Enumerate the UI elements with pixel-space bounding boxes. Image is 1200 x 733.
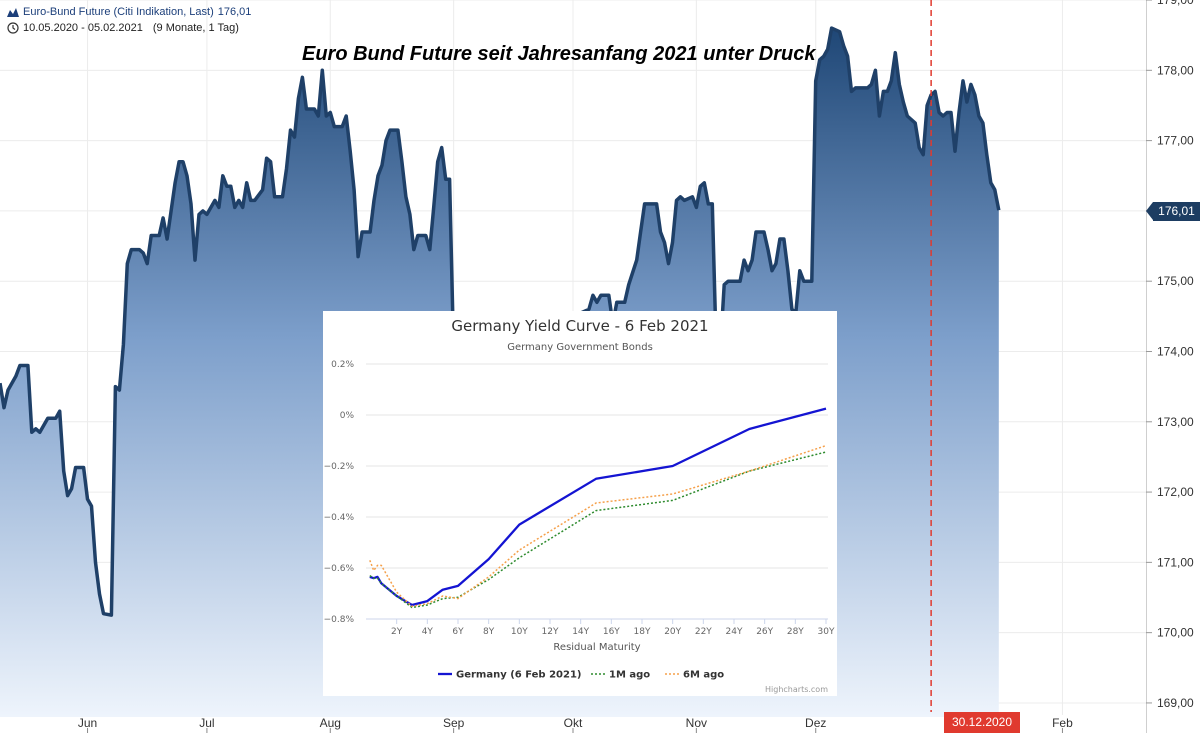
y-axis: 169,00 170,00 171,00 172,00 173,00 174,00 175,… — [1146, 0, 1194, 710]
chart-title: Euro Bund Future seit Jahresanfang 2021 … — [302, 43, 816, 65]
period-duration: (9 Monate, 1 Tag) — [152, 22, 239, 34]
instrument-last-value: 176,01 — [217, 6, 252, 18]
y-tick-label: 170,00 — [1157, 626, 1194, 640]
x-tick-label: Sep — [443, 716, 465, 730]
y-tick-label: 169,00 — [1157, 696, 1194, 710]
inset-x-tick-label: 22Y — [695, 627, 712, 637]
x-tick-label: Feb — [1052, 716, 1073, 730]
inset-x-tick-label: 4Y — [422, 627, 434, 637]
x-tick-label: Okt — [564, 716, 583, 730]
inset-x-tick-label: 26Y — [756, 627, 773, 637]
inset-y-tick-label: −0.4% — [324, 513, 355, 523]
mountain-chart-icon — [7, 7, 19, 17]
inset-y-axis: 0.2% 0% −0.2% −0.4% −0.6% −0.8% — [324, 360, 355, 625]
y-tick-label: 173,00 — [1157, 415, 1194, 429]
inset-legend-label[interactable]: Germany (6 Feb 2021) — [456, 670, 581, 681]
clock-icon — [7, 22, 19, 34]
instrument-name: Euro-Bund Future (Citi Indikation, Last) — [23, 6, 214, 18]
x-tick-label: Aug — [320, 716, 341, 730]
inset-y-tick-label: −0.6% — [324, 564, 355, 574]
instrument-header: Euro-Bund Future (Citi Indikation, Last)… — [7, 6, 251, 18]
y-tick-label: 179,00 — [1157, 0, 1194, 7]
inset-title: Germany Yield Curve - 6 Feb 2021 — [451, 317, 708, 335]
yield-series-line — [369, 407, 827, 607]
inset-grid — [366, 363, 828, 620]
y-tick-label: 175,00 — [1157, 274, 1194, 288]
inset-y-tick-label: 0.2% — [331, 360, 354, 370]
inset-x-tick-label: 18Y — [634, 627, 651, 637]
x-tick-label: Nov — [686, 716, 707, 730]
inset-y-tick-label: −0.2% — [324, 462, 355, 472]
inset-x-tick-label: 6Y — [452, 627, 464, 637]
period-header: 10.05.2020 - 05.02.2021 (9 Monate, 1 Tag… — [7, 22, 239, 34]
inset-x-axis: 2Y 4Y 6Y 8Y 10Y 12Y 14Y 16Y 18Y 20Y 22Y 24Y 26Y 28Y 30… — [391, 619, 835, 637]
x-tick-label: Dez — [805, 716, 826, 730]
period-range: 10.05.2020 - 05.02.2021 — [23, 22, 143, 34]
yield-curve-inset: Germany Yield Curve - 6 Feb 2021 Germany… — [323, 311, 837, 696]
y-tick-label: 177,00 — [1157, 134, 1194, 148]
yield-series-line — [369, 451, 827, 609]
current-value-badge: 176,01 — [1146, 202, 1200, 221]
inset-x-tick-label: 12Y — [542, 627, 559, 637]
yield-series-line — [369, 444, 827, 608]
x-tick-label: Jun — [78, 716, 97, 730]
y-tick-label: 174,00 — [1157, 344, 1194, 358]
x-tick-label: Jul — [199, 716, 214, 730]
inset-x-tick-label: 10Y — [511, 627, 528, 637]
y-tick-label: 178,00 — [1157, 63, 1194, 77]
inset-x-tick-label: 16Y — [603, 627, 620, 637]
inset-y-tick-label: −0.8% — [324, 615, 355, 625]
inset-legend: Germany (6 Feb 2021) 1M ago 6M ago — [438, 670, 724, 681]
inset-x-tick-label: 24Y — [726, 627, 743, 637]
inset-x-axis-title: Residual Maturity — [553, 642, 640, 653]
inset-y-tick-label: 0% — [340, 411, 355, 421]
inset-x-tick-label: 14Y — [572, 627, 589, 637]
inset-x-tick-label: 30Y — [818, 627, 835, 637]
inset-x-tick-label: 20Y — [664, 627, 681, 637]
price-line — [0, 26, 1001, 617]
y-tick-label: 171,00 — [1157, 555, 1194, 569]
date-marker-badge: 30.12.2020 — [944, 712, 1020, 733]
inset-x-tick-label: 28Y — [787, 627, 804, 637]
inset-subtitle: Germany Government Bonds — [507, 342, 653, 353]
inset-credit: Highcharts.com — [765, 685, 828, 694]
inset-x-tick-label: 8Y — [483, 627, 495, 637]
y-tick-label: 172,00 — [1157, 485, 1194, 499]
inset-legend-label[interactable]: 6M ago — [683, 670, 724, 681]
inset-legend-label[interactable]: 1M ago — [609, 670, 650, 681]
inset-series — [369, 407, 827, 609]
inset-x-tick-label: 2Y — [391, 627, 403, 637]
x-axis: Jun Jul Aug Sep Okt Nov Dez Feb — [78, 716, 1073, 733]
